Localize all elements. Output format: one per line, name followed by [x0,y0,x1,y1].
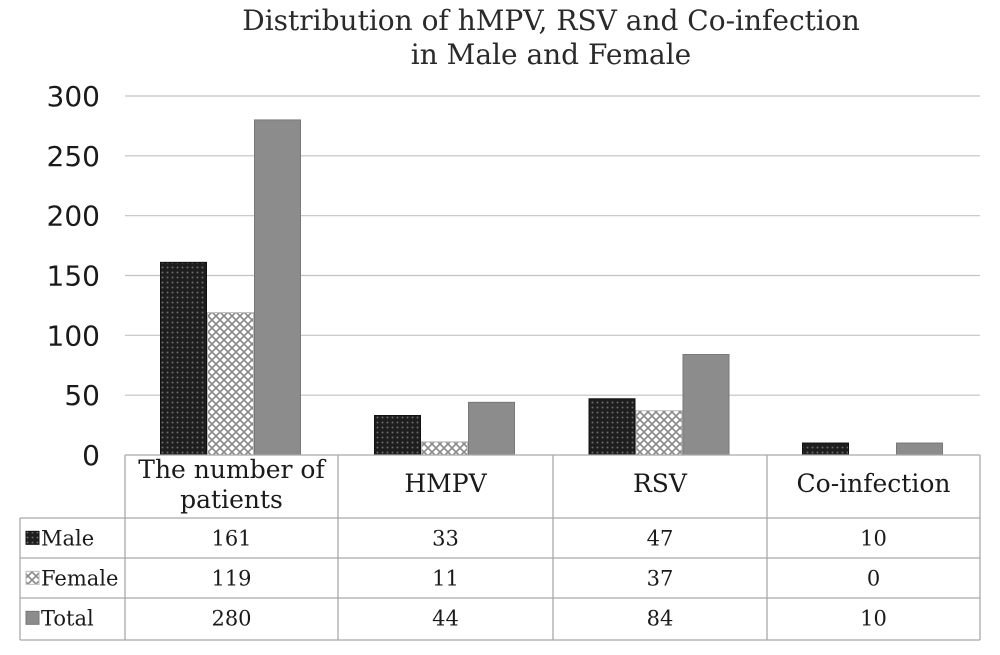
table-cell: 10 [860,526,887,550]
bar-female-0 [207,312,254,456]
table-cell: 119 [211,566,251,590]
table-cell: 47 [647,526,674,550]
table-cell: 33 [432,526,459,550]
category-label: The number of [138,455,326,484]
series-label-total: Total [41,606,94,630]
table-cell: 84 [647,606,674,630]
legend-key-total [25,610,40,625]
table-cell: 37 [647,566,674,590]
table-cell: 11 [432,566,459,590]
bar-total-0 [254,119,301,456]
table-cell: 44 [432,606,459,630]
bar-total-3 [896,442,943,456]
category-label: HMPV [404,469,487,498]
category-label: RSV [633,469,688,498]
table-cell: 280 [211,606,251,630]
y-tick-label: 100 [47,319,100,352]
bar-female-1 [421,441,468,456]
bar-total-2 [682,353,730,456]
y-tick-label: 50 [64,379,100,412]
category-label: Co-infection [797,469,951,498]
chart-title-line: Distribution of hMPV, RSV and Co-infecti… [242,4,860,37]
y-tick-label: 150 [47,260,100,293]
y-tick-label: 200 [47,200,100,233]
series-label-male: Male [41,526,94,550]
bar-male-1 [374,415,421,456]
y-tick-label: 300 [47,80,100,113]
legend-key-male [25,530,40,545]
chart-title-line: in Male and Female [411,38,691,71]
bar-female-2 [635,410,683,456]
category-label: patients [180,485,283,514]
y-tick-label: 250 [47,140,100,173]
legend-key-female [25,570,40,585]
y-tick-label: 0 [82,439,100,472]
table-cell: 10 [860,606,887,630]
bar-male-2 [588,398,636,456]
series-label-female: Female [41,566,118,590]
table-cell: 161 [211,526,251,550]
bar-male-3 [802,442,849,456]
bar-total-1 [468,401,515,456]
table-cell: 0 [867,566,880,590]
bar-male-0 [160,261,207,456]
